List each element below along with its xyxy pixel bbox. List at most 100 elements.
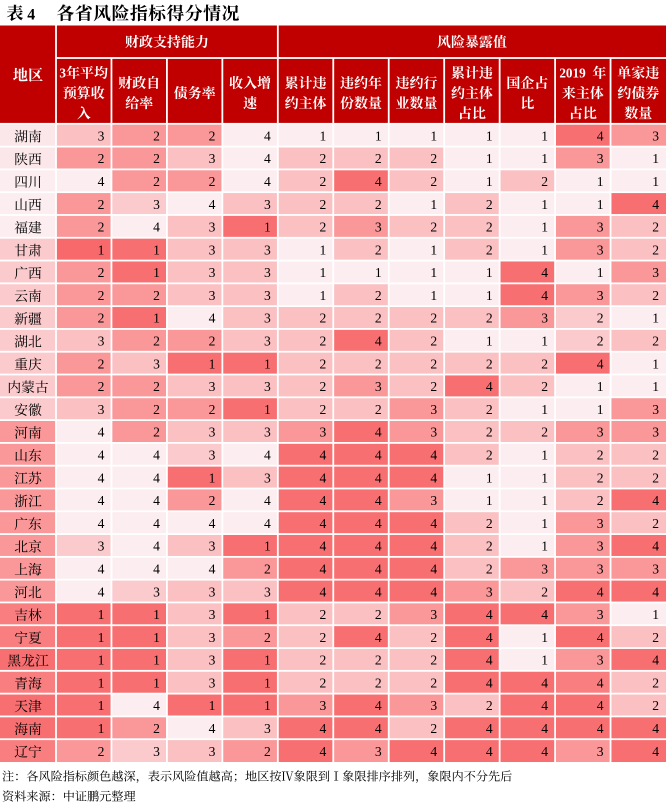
svg-text:4: 4 <box>375 470 382 485</box>
svg-text:2: 2 <box>98 151 105 166</box>
svg-text:2: 2 <box>597 311 604 326</box>
svg-text:1: 1 <box>209 698 216 713</box>
svg-text:3: 3 <box>652 425 659 440</box>
svg-text:2: 2 <box>319 630 326 645</box>
svg-text:4: 4 <box>153 561 160 576</box>
svg-text:4: 4 <box>264 174 271 189</box>
svg-text:3: 3 <box>597 242 604 257</box>
svg-text:3: 3 <box>264 265 271 280</box>
svg-text:2: 2 <box>430 630 437 645</box>
svg-text:4: 4 <box>153 516 160 531</box>
svg-text:2: 2 <box>319 311 326 326</box>
svg-text:1: 1 <box>486 288 493 303</box>
svg-text:4: 4 <box>652 197 659 212</box>
svg-text:4: 4 <box>375 561 382 576</box>
svg-text:1: 1 <box>652 607 659 622</box>
svg-text:2: 2 <box>153 174 160 189</box>
svg-text:4: 4 <box>319 516 326 531</box>
svg-text:1: 1 <box>486 128 493 143</box>
svg-text:1: 1 <box>319 265 326 280</box>
svg-text:1: 1 <box>597 402 604 417</box>
svg-text:4: 4 <box>264 128 271 143</box>
svg-text:4: 4 <box>652 721 659 736</box>
svg-text:4: 4 <box>153 493 160 508</box>
svg-text:3: 3 <box>597 744 604 759</box>
svg-text:4: 4 <box>375 539 382 554</box>
svg-text:4: 4 <box>375 698 382 713</box>
svg-text:2: 2 <box>597 470 604 485</box>
svg-text:2: 2 <box>209 402 216 417</box>
svg-text:2: 2 <box>486 311 493 326</box>
svg-text:4: 4 <box>375 516 382 531</box>
svg-text:2: 2 <box>375 242 382 257</box>
svg-text:1: 1 <box>541 220 548 235</box>
svg-text:1: 1 <box>264 675 271 690</box>
svg-text:2: 2 <box>430 334 437 349</box>
svg-text:2: 2 <box>541 379 548 394</box>
svg-text:3: 3 <box>597 151 604 166</box>
svg-text:1: 1 <box>264 539 271 554</box>
svg-text:2: 2 <box>153 334 160 349</box>
svg-text:1: 1 <box>319 288 326 303</box>
svg-text:4: 4 <box>597 721 604 736</box>
svg-text:4: 4 <box>541 675 548 690</box>
svg-text:1: 1 <box>430 288 437 303</box>
svg-text:4: 4 <box>98 470 105 485</box>
svg-text:4: 4 <box>375 425 382 440</box>
svg-text:3: 3 <box>209 242 216 257</box>
svg-text:1: 1 <box>319 242 326 257</box>
svg-text:3: 3 <box>597 539 604 554</box>
svg-text:1: 1 <box>264 402 271 417</box>
svg-text:2: 2 <box>652 288 659 303</box>
svg-text:1: 1 <box>486 265 493 280</box>
svg-text:2: 2 <box>486 516 493 531</box>
svg-text:4: 4 <box>430 584 437 599</box>
svg-text:4: 4 <box>153 448 160 463</box>
svg-text:4: 4 <box>541 698 548 713</box>
svg-text:2: 2 <box>319 151 326 166</box>
svg-text:3: 3 <box>209 265 216 280</box>
svg-text:3: 3 <box>597 288 604 303</box>
svg-text:2: 2 <box>98 197 105 212</box>
svg-text:2: 2 <box>430 220 437 235</box>
svg-text:2: 2 <box>319 379 326 394</box>
svg-text:3: 3 <box>375 220 382 235</box>
svg-text:2: 2 <box>375 311 382 326</box>
svg-text:1: 1 <box>541 334 548 349</box>
svg-text:4: 4 <box>98 174 105 189</box>
svg-text:2: 2 <box>153 128 160 143</box>
svg-text:1: 1 <box>652 379 659 394</box>
svg-text:4: 4 <box>98 493 105 508</box>
svg-text:1: 1 <box>209 470 216 485</box>
svg-text:4: 4 <box>652 539 659 554</box>
svg-text:1: 1 <box>652 174 659 189</box>
svg-text:3: 3 <box>430 425 437 440</box>
svg-text:2: 2 <box>486 220 493 235</box>
svg-text:2: 2 <box>98 220 105 235</box>
svg-text:4: 4 <box>430 539 437 554</box>
svg-text:3: 3 <box>375 379 382 394</box>
svg-text:3: 3 <box>209 220 216 235</box>
svg-text:3: 3 <box>98 334 105 349</box>
svg-text:3: 3 <box>375 744 382 759</box>
svg-text:3: 3 <box>264 288 271 303</box>
svg-text:4: 4 <box>541 744 548 759</box>
svg-text:2: 2 <box>486 197 493 212</box>
svg-text:2: 2 <box>430 379 437 394</box>
svg-text:2: 2 <box>319 675 326 690</box>
svg-text:3: 3 <box>153 197 160 212</box>
svg-text:3: 3 <box>264 425 271 440</box>
svg-text:2: 2 <box>375 356 382 371</box>
svg-text:3: 3 <box>597 220 604 235</box>
svg-text:1: 1 <box>541 242 548 257</box>
svg-text:2: 2 <box>153 379 160 394</box>
svg-text:3: 3 <box>59 66 66 81</box>
svg-text:3: 3 <box>153 584 160 599</box>
svg-text:4: 4 <box>652 653 659 668</box>
svg-text:1: 1 <box>98 675 105 690</box>
svg-text:4: 4 <box>209 311 216 326</box>
svg-text:4: 4 <box>375 448 382 463</box>
svg-text:2: 2 <box>652 470 659 485</box>
svg-text:4: 4 <box>652 744 659 759</box>
svg-text:3: 3 <box>430 493 437 508</box>
